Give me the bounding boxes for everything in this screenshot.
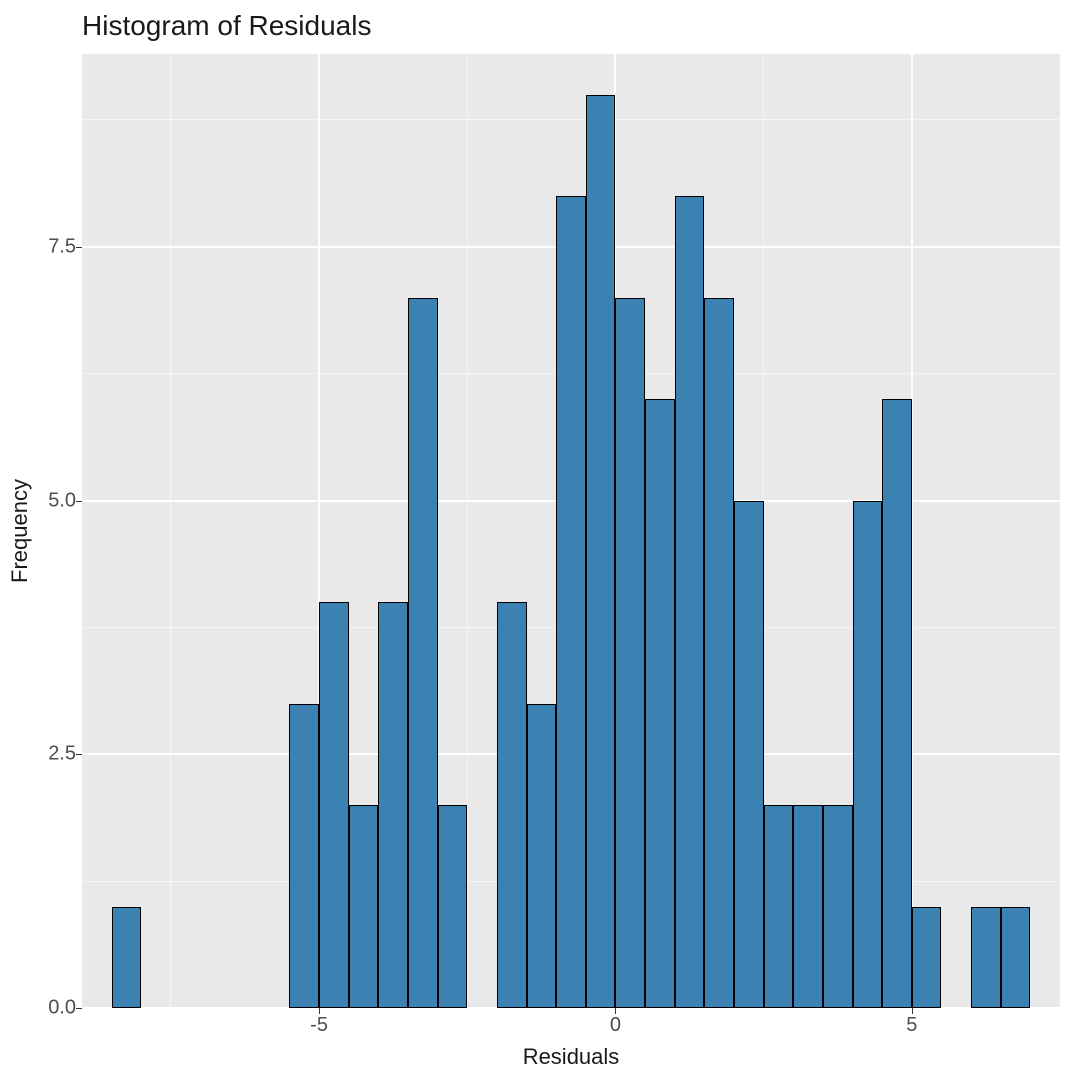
y-axis-title-text: Frequency (7, 479, 33, 583)
plot-area (82, 54, 1060, 1008)
histogram-bar (764, 805, 794, 1008)
histogram-bar (704, 298, 734, 1008)
y-tick-label: 2.5 (48, 743, 76, 766)
histogram-chart: Histogram of Residuals Frequency 0.0 2.5 5… (0, 0, 1074, 1079)
grid-minor-v (1060, 54, 1061, 1008)
x-tick-label: 0 (610, 1014, 621, 1037)
histogram-bar (378, 602, 408, 1008)
grid-minor-v (170, 54, 171, 1008)
histogram-bar (349, 805, 379, 1008)
y-tick-label: 7.5 (48, 235, 76, 258)
y-tick-label: 5.0 (48, 489, 76, 512)
histogram-bar (793, 805, 823, 1008)
histogram-bar (556, 196, 586, 1008)
y-tick-mark (76, 754, 82, 755)
chart-title: Histogram of Residuals (82, 10, 371, 42)
histogram-bar (438, 805, 468, 1008)
x-tick-mark (319, 1008, 320, 1014)
histogram-bar (319, 602, 349, 1008)
histogram-bar (645, 399, 675, 1008)
x-tick-label: 5 (906, 1014, 917, 1037)
histogram-bar (497, 602, 527, 1008)
histogram-bar (734, 501, 764, 1008)
histogram-bar (615, 298, 645, 1008)
histogram-bar (112, 907, 142, 1008)
histogram-bar (586, 95, 616, 1008)
histogram-bar (912, 907, 942, 1008)
histogram-bar (675, 196, 705, 1008)
y-axis-title: Frequency (8, 54, 32, 1008)
x-axis-title: Residuals (82, 1044, 1060, 1070)
y-tick-label: 0.0 (48, 997, 76, 1020)
histogram-bar (1001, 907, 1031, 1008)
x-tick-label: -5 (310, 1014, 328, 1037)
histogram-bar (882, 399, 912, 1008)
histogram-bar (527, 704, 557, 1008)
histogram-bar (853, 501, 883, 1008)
y-tick-mark (76, 501, 82, 502)
y-tick-mark (76, 1008, 82, 1009)
grid-minor-h (82, 119, 1060, 120)
x-tick-mark (912, 1008, 913, 1014)
y-tick-mark (76, 247, 82, 248)
x-tick-mark (615, 1008, 616, 1014)
histogram-bar (289, 704, 319, 1008)
histogram-bar (971, 907, 1001, 1008)
histogram-bar (408, 298, 438, 1008)
histogram-bar (823, 805, 853, 1008)
